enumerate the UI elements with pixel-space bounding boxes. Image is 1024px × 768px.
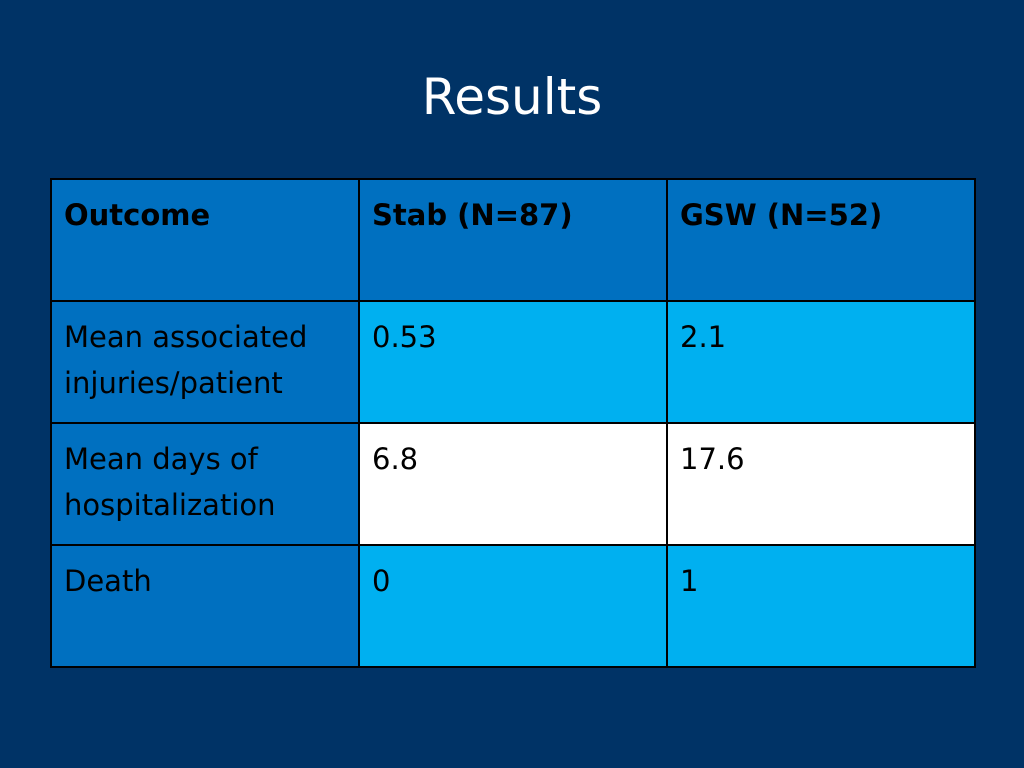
- table-row: Death 0 1: [50, 544, 976, 668]
- row-label: Mean associated injuries/patient: [50, 300, 360, 424]
- table-row: Mean days of hospitalization 6.8 17.6: [50, 422, 976, 546]
- stab-value: 0: [358, 544, 668, 668]
- row-label: Death: [50, 544, 360, 668]
- gsw-value: 17.6: [666, 422, 976, 546]
- results-table: Outcome Stab (N=87) GSW (N=52) Mean asso…: [50, 178, 976, 668]
- header-outcome: Outcome: [50, 178, 360, 302]
- gsw-value: 2.1: [666, 300, 976, 424]
- table-header-row: Outcome Stab (N=87) GSW (N=52): [50, 178, 976, 302]
- row-label: Mean days of hospitalization: [50, 422, 360, 546]
- table-row: Mean associated injuries/patient 0.53 2.…: [50, 300, 976, 424]
- header-gsw: GSW (N=52): [666, 178, 976, 302]
- stab-value: 0.53: [358, 300, 668, 424]
- header-stab: Stab (N=87): [358, 178, 668, 302]
- stab-value: 6.8: [358, 422, 668, 546]
- gsw-value: 1: [666, 544, 976, 668]
- slide-title: Results: [421, 68, 603, 126]
